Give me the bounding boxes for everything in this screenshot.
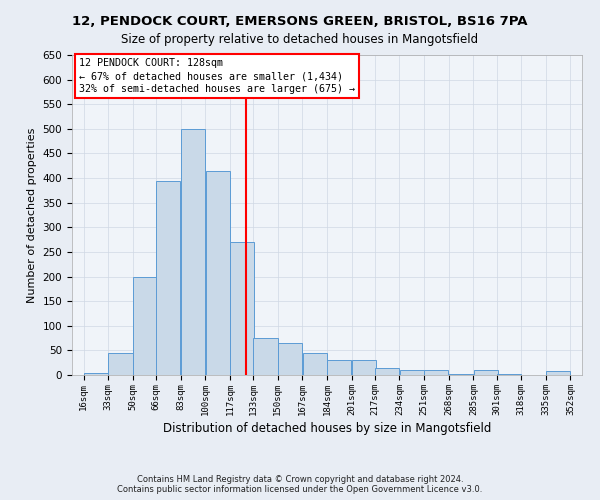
Bar	[546, 371, 570, 375]
X-axis label: Distribution of detached houses by size in Mangotsfield: Distribution of detached houses by size …	[163, 422, 491, 435]
Bar	[352, 360, 376, 375]
Bar	[449, 374, 473, 375]
Y-axis label: Number of detached properties: Number of detached properties	[27, 128, 37, 302]
Bar	[327, 360, 352, 375]
Bar	[278, 343, 302, 375]
Bar	[497, 374, 521, 375]
Bar	[181, 129, 205, 375]
Bar	[230, 242, 254, 375]
Bar	[473, 370, 498, 375]
Bar	[400, 370, 424, 375]
Bar	[206, 170, 230, 375]
Text: 12, PENDOCK COURT, EMERSONS GREEN, BRISTOL, BS16 7PA: 12, PENDOCK COURT, EMERSONS GREEN, BRIST…	[72, 15, 528, 28]
Text: Size of property relative to detached houses in Mangotsfield: Size of property relative to detached ho…	[121, 32, 479, 46]
Bar	[424, 370, 448, 375]
Text: 12 PENDOCK COURT: 128sqm
← 67% of detached houses are smaller (1,434)
32% of sem: 12 PENDOCK COURT: 128sqm ← 67% of detach…	[79, 58, 355, 94]
Bar	[253, 338, 278, 375]
Text: Contains HM Land Registry data © Crown copyright and database right 2024.
Contai: Contains HM Land Registry data © Crown c…	[118, 474, 482, 494]
Bar	[133, 276, 157, 375]
Bar	[302, 353, 327, 375]
Bar	[375, 368, 399, 375]
Bar	[109, 353, 133, 375]
Bar	[156, 180, 181, 375]
Bar	[84, 372, 108, 375]
